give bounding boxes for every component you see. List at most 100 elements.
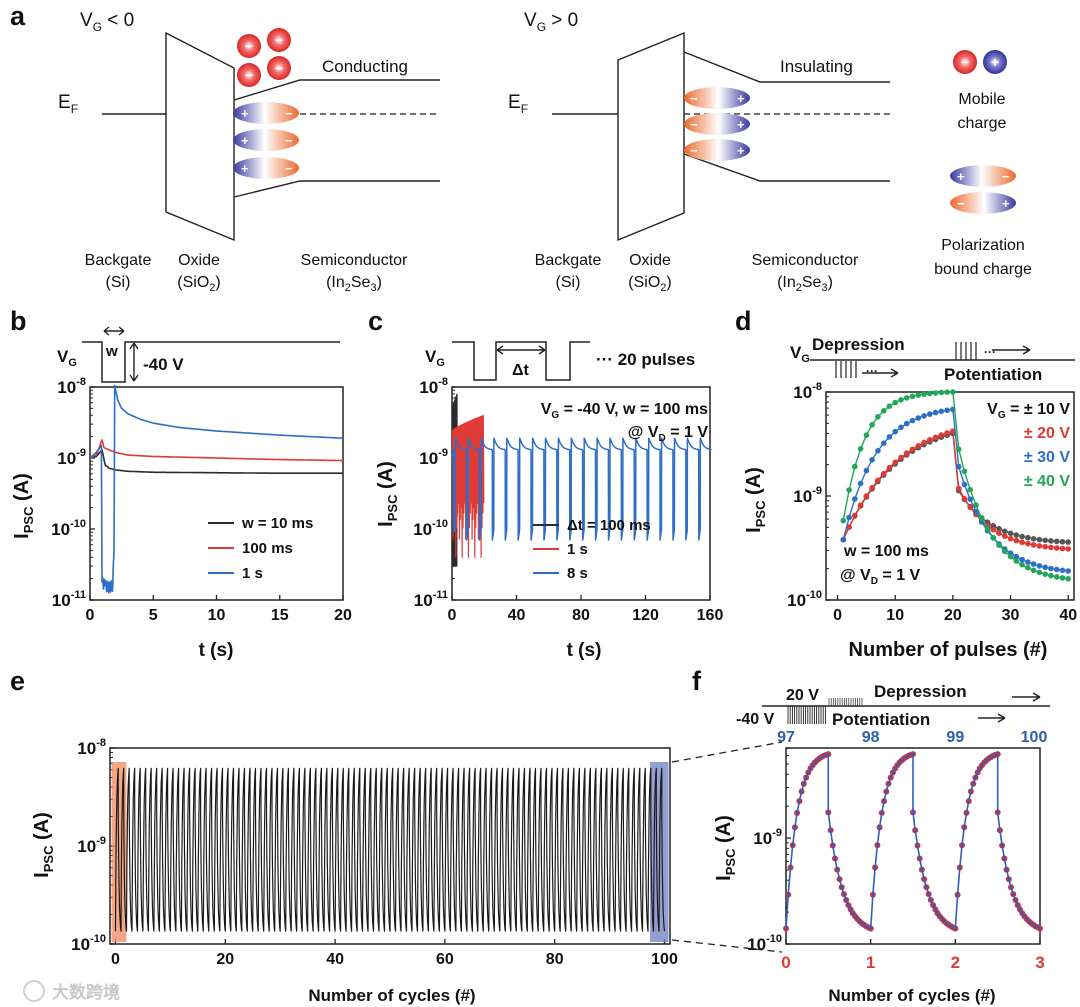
- depression-label-f: Depression: [874, 682, 967, 701]
- panel-a: a VG < 0 EF Conducting − − − − + − +: [10, 1, 1032, 294]
- data-point: [1019, 533, 1025, 540]
- data-point: [996, 526, 1002, 532]
- pulse-marks-d: ··· ···: [835, 342, 996, 378]
- data-point: [1019, 561, 1025, 568]
- svg-text:+: +: [241, 106, 249, 121]
- axes-e: 0 20 40 60 80 100 10-8 10-9 10-10: [71, 737, 678, 968]
- svg-text:−: −: [275, 60, 283, 76]
- zoom-connector-bottom: [671, 939, 783, 953]
- data-point: [961, 481, 968, 488]
- svg-text:+: +: [737, 143, 745, 158]
- ylabel-c: IPSC (A): [375, 461, 400, 527]
- data-point: [1042, 571, 1048, 577]
- data-point: [1030, 542, 1037, 548]
- data-point: [944, 407, 950, 414]
- x-tick-label: 40: [326, 951, 344, 968]
- data-point: [1025, 559, 1031, 565]
- data-point: [1036, 569, 1043, 576]
- semiconductor-label-right: Semiconductor: [752, 252, 859, 269]
- data-point: [1007, 530, 1014, 537]
- conduction-band-left: [233, 79, 440, 101]
- svg-text:−: −: [690, 117, 698, 132]
- y-tick-label: 10-9: [793, 485, 822, 506]
- data-point: [1030, 561, 1037, 567]
- mobile-charge-label-1: Mobile: [958, 91, 1005, 108]
- svg-text:+: +: [957, 169, 965, 184]
- data-point: [984, 525, 991, 532]
- state-insulating: Insulating: [780, 57, 853, 76]
- data-point: [1002, 528, 1008, 535]
- oxide-material-left: (SiO2): [177, 274, 220, 294]
- backgate-label-left: Backgate: [85, 252, 152, 269]
- pulses-label-c: ··· 20 pulses: [596, 350, 695, 369]
- x-tick-label: 20: [334, 607, 352, 624]
- pulse-dots: ···: [866, 364, 878, 378]
- data-point: [932, 409, 939, 416]
- series-line: [89, 449, 344, 475]
- data-point: [973, 502, 979, 508]
- data-point: [880, 440, 887, 447]
- panel-label-e: e: [10, 666, 25, 696]
- data-point: [1025, 564, 1031, 571]
- oxide-material-right: (SiO2): [628, 274, 671, 294]
- conduction-band-right: [683, 51, 890, 83]
- data-point: [1042, 537, 1048, 544]
- data-point: [857, 502, 864, 509]
- data-point: [852, 463, 858, 470]
- series-line: [114, 767, 666, 932]
- panel-label-d: d: [735, 306, 752, 336]
- top-tick-label: 98: [862, 729, 880, 746]
- legend-label: 1 s: [242, 565, 263, 582]
- data-point: [857, 480, 864, 487]
- x-tick-label: 60: [436, 951, 454, 968]
- data-point: [903, 395, 910, 401]
- legend-label: 1 s: [567, 541, 588, 558]
- x-tick-label: 80: [572, 607, 590, 624]
- pulse-schematic-b: VG w -40 V: [57, 326, 340, 383]
- top-tick-label: 100: [1021, 729, 1048, 746]
- backgate-label-right: Backgate: [535, 252, 602, 269]
- y-tick-label: 10-9: [57, 447, 86, 468]
- panel-e: e 0 20 40 60 80 100 10-8 10-9 10-10 IPSC (A) Num…: [10, 666, 678, 1005]
- data-point: [869, 457, 875, 463]
- annotation-d-1: w = 100 ms: [843, 543, 929, 560]
- series-line: [785, 753, 1041, 930]
- data-point: [1013, 537, 1020, 544]
- axes-d: 0 10 20 30 40 10-8 10-9 10-10 VG = ± 10 V ± 20 V ±…: [787, 381, 1077, 624]
- vg-label-d: VG: [790, 343, 810, 365]
- svg-text:−: −: [690, 143, 698, 158]
- data-point: [909, 446, 916, 453]
- svg-text:+: +: [737, 91, 745, 106]
- y-tick-label: 10-8: [77, 737, 106, 758]
- data-point: [932, 434, 939, 441]
- xlabel-c: t (s): [567, 640, 602, 661]
- legend-label: ± 30 V: [1024, 449, 1070, 466]
- data-point: [990, 534, 997, 541]
- ylabel-e: IPSC (A): [31, 812, 56, 878]
- oxide-layer-right: [617, 31, 685, 242]
- panel-label-b: b: [10, 306, 27, 336]
- plot-frame: [89, 386, 344, 601]
- backgate-material-right: (Si): [556, 274, 581, 291]
- mobile-charges-left: − − − −: [237, 28, 291, 87]
- x-tick-label: 20: [216, 951, 234, 968]
- data-point: [1002, 533, 1008, 539]
- band-diagram-right: VG > 0 EF Insulating − + − + − + Backgat…: [508, 10, 890, 294]
- data-point: [973, 508, 979, 515]
- legend-label: VG = ± 10 V: [987, 401, 1070, 421]
- data-point: [927, 411, 933, 417]
- data-point: [1048, 572, 1054, 579]
- potentiation-label-d: Potentiation: [944, 365, 1042, 384]
- vg-condition-right: VG > 0: [524, 10, 578, 34]
- data-point: [1053, 574, 1060, 580]
- watermark: 大数跨境: [52, 982, 120, 1002]
- oxide-label-left: Oxide: [178, 252, 220, 269]
- data-point: [1065, 546, 1071, 552]
- x-tick-label: 40: [508, 607, 526, 624]
- data-point: [950, 389, 956, 395]
- data-point: [967, 486, 973, 493]
- y-tick-label: 10-10: [747, 933, 782, 954]
- x-tick-label: 100: [651, 951, 678, 968]
- pulse-marks-f: [787, 698, 863, 724]
